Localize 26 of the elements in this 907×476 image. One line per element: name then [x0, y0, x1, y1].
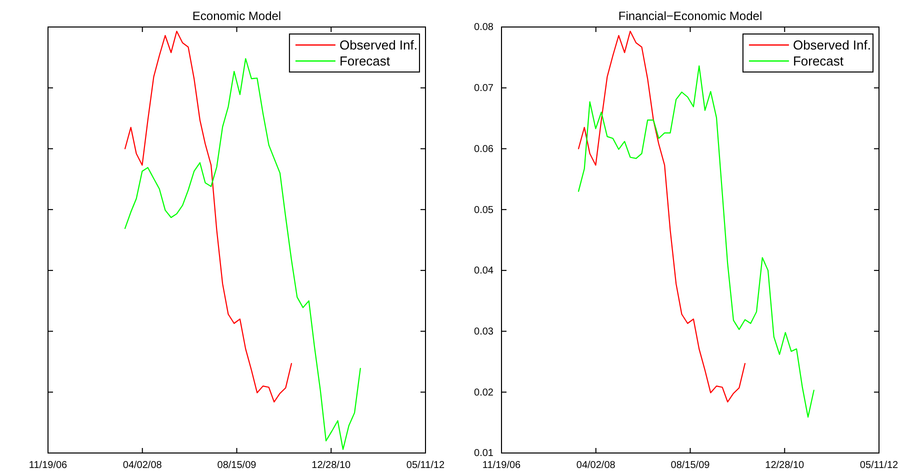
legend-label: Forecast — [339, 54, 390, 68]
y-tick-label: 0.06 — [474, 144, 494, 155]
x-tick-label: 12/28/10 — [312, 460, 352, 472]
x-tick-label: 04/02/08 — [576, 460, 616, 472]
chart-title: Economic Model — [192, 9, 282, 23]
y-tick-label: 0.04 — [474, 266, 494, 277]
x-tick-label: 04/02/08 — [122, 460, 162, 472]
x-tick-label: 08/15/09 — [670, 460, 710, 472]
y-tick-label: 0.03 — [474, 326, 494, 338]
x-tick-label: 11/19/06 — [28, 460, 68, 472]
line-series — [578, 30, 746, 402]
y-tick-label: 0.08 — [474, 22, 494, 34]
x-tick-label: 05/11/12 — [406, 460, 446, 472]
line-series — [578, 65, 814, 418]
legend-label: Observed Inf. — [792, 38, 871, 52]
y-tick-label: 0.05 — [474, 204, 494, 216]
y-tick-label: 0.02 — [474, 387, 494, 398]
x-tick-label: 12/28/10 — [765, 460, 805, 472]
x-tick-label: 08/15/09 — [217, 460, 257, 472]
chart-title: Financial−Economic Model — [618, 9, 762, 23]
legend-label: Observed Inf. — [339, 38, 418, 52]
x-tick-label: 05/11/12 — [860, 460, 899, 472]
legend-label: Forecast — [792, 54, 844, 68]
x-tick-label: 11/19/06 — [482, 460, 522, 472]
y-tick-label: 0.07 — [474, 83, 494, 94]
y-tick-label: 0.01 — [474, 448, 494, 460]
